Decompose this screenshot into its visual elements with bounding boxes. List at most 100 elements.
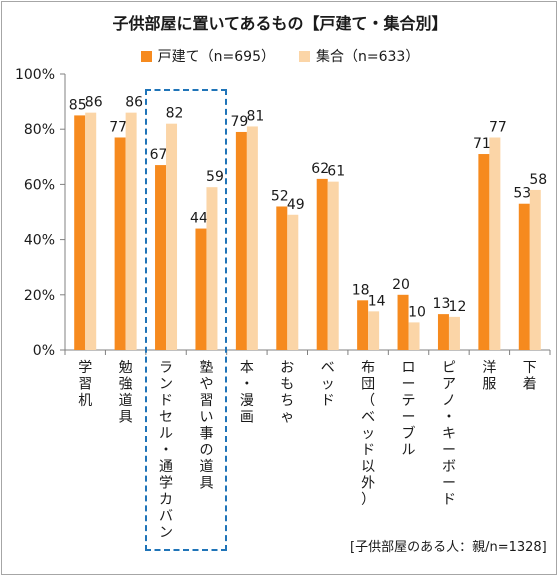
bar-series2 bbox=[166, 123, 178, 351]
category-label-char: ド bbox=[159, 393, 173, 409]
data-label-series1: 85 bbox=[69, 97, 87, 113]
category-label-char: 具 bbox=[199, 476, 213, 492]
category-label-char: ・ bbox=[159, 443, 173, 459]
category-label-char: 団 bbox=[361, 377, 375, 393]
category-label-char: や bbox=[199, 377, 213, 393]
bar-series2 bbox=[287, 214, 299, 350]
bar-series2 bbox=[85, 112, 97, 350]
bar-series2 bbox=[529, 189, 541, 350]
y-tick-label: 100% bbox=[15, 67, 55, 83]
category-label-char: 通 bbox=[159, 459, 173, 475]
bar-series1 bbox=[357, 300, 369, 350]
data-label-series2: 12 bbox=[449, 299, 467, 315]
category-label-char: ド bbox=[321, 393, 335, 409]
category-label-char: ベ bbox=[361, 410, 375, 426]
legend-swatch-series2 bbox=[299, 50, 310, 62]
category-label-char: ラ bbox=[159, 360, 173, 376]
bar-series1 bbox=[155, 165, 167, 350]
category-label-char: ッ bbox=[361, 426, 375, 442]
data-label-series2: 82 bbox=[166, 106, 184, 122]
category-label-char: ブ bbox=[402, 425, 416, 442]
bar-series1 bbox=[397, 294, 409, 350]
category-label-char: ッ bbox=[321, 377, 335, 393]
bar-series1 bbox=[316, 178, 328, 350]
category-label-char: ） bbox=[361, 492, 375, 508]
category-label-char: 学 bbox=[78, 360, 92, 376]
category-label-char: も bbox=[280, 377, 294, 393]
category-label-char: ル bbox=[159, 426, 173, 442]
category-label-char: キ bbox=[442, 426, 456, 442]
bar-series2 bbox=[448, 316, 460, 350]
category-label-char: 習 bbox=[78, 377, 92, 393]
category-label-char: 下 bbox=[523, 360, 537, 376]
legend-label-series1: 戸建て（n=695） bbox=[157, 49, 275, 65]
data-label-series1: 53 bbox=[513, 186, 531, 202]
category-label-char: 机 bbox=[78, 393, 92, 409]
bar-series2 bbox=[246, 126, 258, 350]
category-label-char: （ bbox=[361, 393, 375, 409]
category-label-char: ン bbox=[159, 377, 173, 393]
category-label-char: ー bbox=[442, 476, 456, 492]
bar-series2 bbox=[206, 187, 218, 350]
bar-series2 bbox=[327, 181, 339, 350]
bar-series2 bbox=[489, 137, 501, 350]
category-label-char: 布 bbox=[361, 360, 375, 376]
category-label-char: カ bbox=[159, 492, 173, 508]
bar-series1 bbox=[235, 131, 247, 350]
category-label-char: ド bbox=[442, 492, 456, 508]
bar-series1 bbox=[518, 203, 530, 350]
category-label-char: ロ bbox=[402, 360, 416, 376]
category-label-char: ル bbox=[402, 443, 416, 459]
bar-series1 bbox=[74, 115, 86, 351]
category-label-char: ア bbox=[442, 377, 456, 393]
category-label-char: ベ bbox=[321, 360, 335, 376]
data-label-series1: 44 bbox=[190, 211, 208, 227]
bar-series1 bbox=[276, 206, 288, 350]
data-label-series2: 86 bbox=[85, 95, 103, 111]
chart-title: 子供部屋に置いてあるもの【戸建て・集合別】 bbox=[112, 14, 448, 33]
category-label-char: 事 bbox=[199, 426, 213, 442]
category-label-char: バ bbox=[159, 509, 173, 525]
bar-series1 bbox=[114, 137, 126, 350]
chart-legend: 戸建て（n=695） 集合（n=633） bbox=[0, 46, 560, 66]
category-label-char: ・ bbox=[240, 377, 254, 393]
bar-series2 bbox=[125, 112, 137, 350]
data-label-series1: 62 bbox=[311, 161, 329, 177]
legend-label-series2: 集合（n=633） bbox=[316, 49, 420, 65]
data-label-series2: 81 bbox=[246, 108, 264, 124]
category-label-char: ー bbox=[442, 443, 456, 459]
data-label-series2: 58 bbox=[529, 172, 547, 188]
category-label-char: 学 bbox=[159, 476, 173, 492]
legend-item-series2: 集合（n=633） bbox=[299, 46, 419, 66]
data-label-series1: 67 bbox=[150, 147, 168, 163]
bar-series2 bbox=[408, 322, 420, 350]
category-label-char: 具 bbox=[119, 410, 133, 426]
bar-series1 bbox=[195, 228, 207, 350]
y-tick-label: 80% bbox=[24, 122, 55, 138]
category-label-char: 以 bbox=[361, 459, 375, 475]
data-label-series1: 79 bbox=[230, 114, 248, 130]
legend-swatch-series1 bbox=[140, 50, 152, 62]
bar-series2 bbox=[368, 311, 380, 350]
category-label-char: 漫 bbox=[240, 393, 254, 409]
category-label-char: セ bbox=[159, 410, 173, 426]
category-label-char: ド bbox=[361, 443, 375, 459]
bar-series1 bbox=[478, 154, 490, 350]
highlight-box bbox=[145, 89, 227, 551]
category-label-char: ピ bbox=[442, 360, 456, 376]
category-label-char: ・ bbox=[442, 410, 456, 426]
legend-item-series1: 戸建て（n=695） bbox=[140, 46, 275, 66]
category-label-char: ー bbox=[402, 410, 416, 426]
category-label-char: ゃ bbox=[280, 410, 294, 426]
category-label-char: ち bbox=[280, 393, 294, 409]
category-label-char: 強 bbox=[119, 377, 133, 393]
category-label-char: 塾 bbox=[199, 360, 213, 376]
y-tick-label: 60% bbox=[24, 177, 55, 193]
bar-series1 bbox=[437, 314, 449, 350]
category-label-char: 着 bbox=[523, 377, 537, 393]
data-label-series1: 77 bbox=[109, 119, 127, 135]
category-label-char: お bbox=[280, 360, 294, 376]
category-label-char: 画 bbox=[240, 410, 254, 426]
category-label-char: ー bbox=[402, 377, 416, 393]
data-label-series1: 13 bbox=[433, 296, 451, 312]
